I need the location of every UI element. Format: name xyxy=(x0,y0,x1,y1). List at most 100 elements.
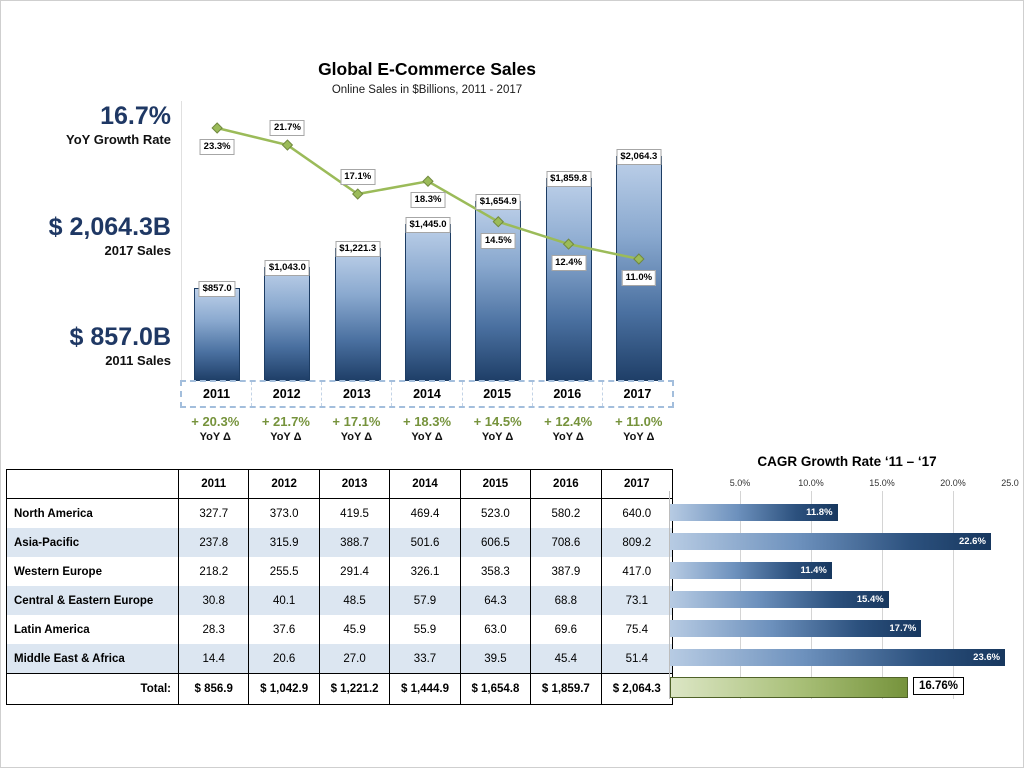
cagr-bar-middle-east-africa: 23.6% xyxy=(670,649,1006,666)
line-marker-diamond xyxy=(352,188,364,200)
line-marker-diamond xyxy=(211,122,223,134)
table-total-label: Total: xyxy=(7,673,179,704)
cagr-axis-line xyxy=(669,491,670,699)
sales-bar-2017 xyxy=(615,156,662,381)
cagr-bar-value: 15.4% xyxy=(856,594,884,605)
table-row: Middle East & Africa 14.4 20.6 27.0 33.7 39.5… xyxy=(7,644,672,673)
cagr-tick-label: 15.0% xyxy=(869,478,895,488)
yoy-cell-2016: + 12.4% YoY Δ xyxy=(533,414,604,443)
table-header-2011: 2011 xyxy=(179,470,250,499)
yoy-delta-caption: YoY Δ xyxy=(199,431,231,443)
year-label-2015: 2015 xyxy=(463,382,533,406)
table-cell: 469.4 xyxy=(390,499,461,528)
table-row: North America 327.7 373.0 419.5 469.4 523.0 58… xyxy=(7,499,672,528)
table-cell: 69.6 xyxy=(531,615,602,644)
year-label-2014: 2014 xyxy=(392,382,463,406)
table-cell: 27.0 xyxy=(320,644,391,673)
yoy-cell-2012: + 21.7% YoY Δ xyxy=(251,414,322,443)
table-cell: 14.4 xyxy=(179,644,250,673)
table-cell: 51.4 xyxy=(625,652,648,665)
table-cell: 20.6 xyxy=(249,644,320,673)
year-label-2013: 2013 xyxy=(322,382,393,406)
cagr-bar-value: 23.6% xyxy=(973,652,1001,663)
line-marker-diamond xyxy=(633,253,645,265)
table-row: Latin America 28.3 37.6 45.9 55.9 63.0 69.6 75.… xyxy=(7,615,672,644)
table-cell: 315.9 xyxy=(249,528,320,557)
line-marker-diamond xyxy=(281,139,294,151)
sales-bar-2012 xyxy=(264,267,311,381)
main-chart-subtitle: Online Sales in $Billions, 2011 - 2017 xyxy=(331,84,523,96)
table-cell: 68.8 xyxy=(531,586,602,615)
stat-2017-sales-label: 2017 Sales xyxy=(104,242,171,258)
main-chart-title: Global E-Commerce Sales xyxy=(318,59,536,79)
cagr-bar-asia-pacific: 22.6% xyxy=(670,533,991,550)
cagr-chart-title: CAGR Growth Rate ‘11 – ‘17 xyxy=(757,454,937,469)
yoy-point-label-2017: 11.0% xyxy=(621,270,657,286)
table-cell: 358.3 xyxy=(461,557,532,586)
cagr-tick-label: 25.0 xyxy=(1001,478,1019,488)
year-label-2011: 2011 xyxy=(182,382,253,406)
sales-bar-2016 xyxy=(545,178,592,381)
yoy-delta-caption: YoY Δ xyxy=(270,431,302,443)
table-row: Central & Eastern Europe 30.8 40.1 48.5 57.9… xyxy=(7,586,672,615)
table-cell: 417.0 xyxy=(622,565,652,578)
cagr-gridline xyxy=(953,491,954,699)
cagr-bar-latin-america: 17.7% xyxy=(670,620,922,637)
table-total-cell: $ 1,654.8 xyxy=(460,673,532,704)
cagr-total-value: 16.76% xyxy=(912,677,964,695)
yoy-delta-value: + 18.3% xyxy=(402,414,452,429)
table-total-cell: $ 1,042.9 xyxy=(249,673,320,704)
stat-yoy-growth: 16.7% YoY Growth Rate xyxy=(19,102,171,146)
table-cell: 45.9 xyxy=(320,615,391,644)
cagr-tick-label: 5.0% xyxy=(729,478,751,488)
sales-bar-2014 xyxy=(405,223,451,381)
cagr-bar-value: 22.6% xyxy=(958,536,986,547)
table-cell: 501.6 xyxy=(390,528,461,557)
yoy-delta-value: + 12.4% xyxy=(544,414,593,429)
table-row-label: North America xyxy=(7,499,179,528)
line-marker-diamond xyxy=(492,216,504,228)
stat-2011-sales-value: $ 857.0B xyxy=(69,323,171,351)
yoy-delta-caption: YoY Δ xyxy=(481,431,514,443)
yoy-point-label-2013: 17.1% xyxy=(340,169,376,185)
stat-yoy-growth-value: 16.7% xyxy=(100,102,171,130)
cagr-bar-north-america: 11.8% xyxy=(670,504,838,521)
table-row-label: Asia-Pacific xyxy=(7,528,179,557)
table-header-2012: 2012 xyxy=(249,470,320,499)
yoy-delta-row: + 20.3% YoY Δ + 21.7% YoY Δ + 17.1% YoY Δ + 18… xyxy=(180,414,674,443)
table-row-label: Western Europe xyxy=(7,557,179,586)
sales-bar-value-2013: $1,221.3 xyxy=(335,241,381,257)
table-cell: 523.0 xyxy=(461,499,532,528)
yoy-cell-2014: + 18.3% YoY Δ xyxy=(392,414,463,443)
cagr-bar-value: 11.8% xyxy=(806,507,833,518)
stat-2017-sales: $ 2,064.3B 2017 Sales xyxy=(19,213,171,258)
table-total-cell: $ 1,444.9 xyxy=(390,673,461,704)
table-cell: 809.2 xyxy=(622,536,652,549)
table-cell: 373.0 xyxy=(249,499,320,528)
table-total-cell: $ 856.9 xyxy=(179,673,250,704)
table-cell: 580.2 xyxy=(531,499,602,528)
year-label-2016: 2016 xyxy=(533,382,603,406)
yoy-delta-caption: YoY Δ xyxy=(552,431,584,443)
table-total-cell: $ 2,064.3 xyxy=(601,673,672,704)
table-row-label: Latin America xyxy=(7,615,179,644)
sales-bar-value-2015: $1,654.9 xyxy=(475,193,521,210)
table-total-row: Total: $ 856.9 $ 1,042.9 $ 1,221.2 $ 1,444.9… xyxy=(7,673,672,704)
table-header-2013: 2013 xyxy=(319,470,391,499)
cagr-bar-value: 11.4% xyxy=(800,565,827,576)
table-cell: 327.7 xyxy=(179,499,250,528)
year-label-2012: 2012 xyxy=(252,382,323,406)
yoy-point-label-2015: 14.5% xyxy=(480,232,516,249)
table-cell: 419.5 xyxy=(320,499,391,528)
table-row: Asia-Pacific 237.8 315.9 388.7 501.6 606.5 708… xyxy=(7,528,672,557)
yoy-delta-caption: YoY Δ xyxy=(411,431,443,443)
sales-bar-value-2014: $1,445.0 xyxy=(405,216,451,233)
sales-bar-value-2012: $1,043.0 xyxy=(264,260,310,277)
table-cell: 75.4 xyxy=(625,623,648,636)
yoy-point-label-2012: 21.7% xyxy=(269,120,305,136)
yoy-delta-caption: YoY Δ xyxy=(340,431,373,443)
table-cell: 218.2 xyxy=(179,557,250,586)
yoy-delta-value: + 21.7% xyxy=(261,414,310,429)
stat-2011-sales: $ 857.0B 2011 Sales xyxy=(19,323,171,367)
